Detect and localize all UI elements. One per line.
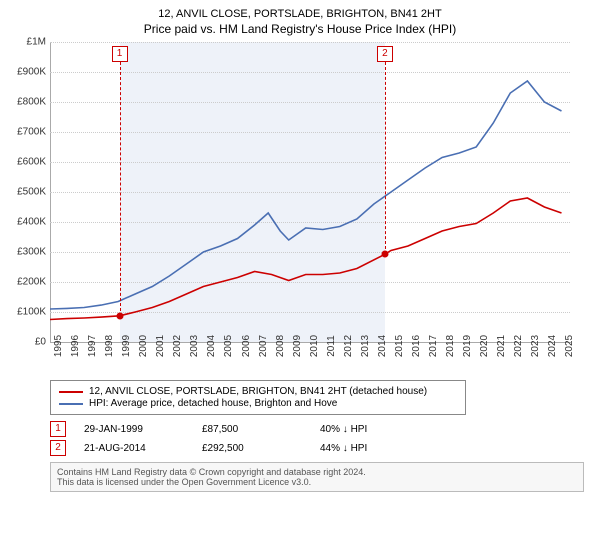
sale-price: £87,500 [202, 424, 302, 435]
sale-row-marker: 2 [50, 440, 66, 456]
y-tick-label: £400K [2, 217, 46, 228]
legend-swatch [59, 403, 83, 405]
attribution-box: Contains HM Land Registry data © Crown c… [50, 462, 584, 492]
legend-row: 12, ANVIL CLOSE, PORTSLADE, BRIGHTON, BN… [59, 386, 457, 397]
legend-label: 12, ANVIL CLOSE, PORTSLADE, BRIGHTON, BN… [89, 386, 427, 397]
line-series-svg [50, 42, 570, 342]
sale-marker-1: 1 [112, 46, 128, 62]
sale-point-1 [116, 312, 123, 319]
y-tick-label: £500K [2, 187, 46, 198]
y-tick-label: £600K [2, 157, 46, 168]
series-property [50, 198, 562, 320]
attribution-line-1: Contains HM Land Registry data © Crown c… [57, 467, 577, 477]
legend-label: HPI: Average price, detached house, Brig… [89, 398, 337, 409]
chart-title-block: 12, ANVIL CLOSE, PORTSLADE, BRIGHTON, BN… [0, 0, 600, 36]
y-tick-label: £300K [2, 247, 46, 258]
legend-box: 12, ANVIL CLOSE, PORTSLADE, BRIGHTON, BN… [50, 380, 466, 415]
chart-area: £0£100K£200K£300K£400K£500K£600K£700K£80… [50, 42, 570, 342]
sale-date: 21-AUG-2014 [84, 443, 184, 454]
chart-title-2: Price paid vs. HM Land Registry's House … [0, 22, 600, 36]
sale-marker-line-2 [385, 62, 386, 254]
legend-row: HPI: Average price, detached house, Brig… [59, 398, 457, 409]
sales-table: 1 29-JAN-1999 £87,500 40% ↓ HPI 2 21-AUG-2014… [50, 421, 600, 456]
sale-row: 1 29-JAN-1999 £87,500 40% ↓ HPI [50, 421, 600, 437]
y-tick-label: £700K [2, 127, 46, 138]
sale-delta: 40% ↓ HPI [320, 424, 420, 435]
y-tick-label: £1M [2, 37, 46, 48]
sale-price: £292,500 [202, 443, 302, 454]
sale-row-marker: 1 [50, 421, 66, 437]
y-tick-label: £800K [2, 97, 46, 108]
attribution-line-2: This data is licensed under the Open Gov… [57, 477, 577, 487]
y-tick-label: £900K [2, 67, 46, 78]
sale-delta: 44% ↓ HPI [320, 443, 420, 454]
y-tick-label: £100K [2, 307, 46, 318]
sale-date: 29-JAN-1999 [84, 424, 184, 435]
sale-marker-line-1 [120, 62, 121, 316]
chart-title-1: 12, ANVIL CLOSE, PORTSLADE, BRIGHTON, BN… [0, 8, 600, 20]
y-tick-label: £200K [2, 277, 46, 288]
legend-swatch [59, 391, 83, 393]
sale-marker-2: 2 [377, 46, 393, 62]
y-tick-label: £0 [2, 337, 46, 348]
sale-row: 2 21-AUG-2014 £292,500 44% ↓ HPI [50, 440, 600, 456]
sale-point-2 [381, 251, 388, 258]
